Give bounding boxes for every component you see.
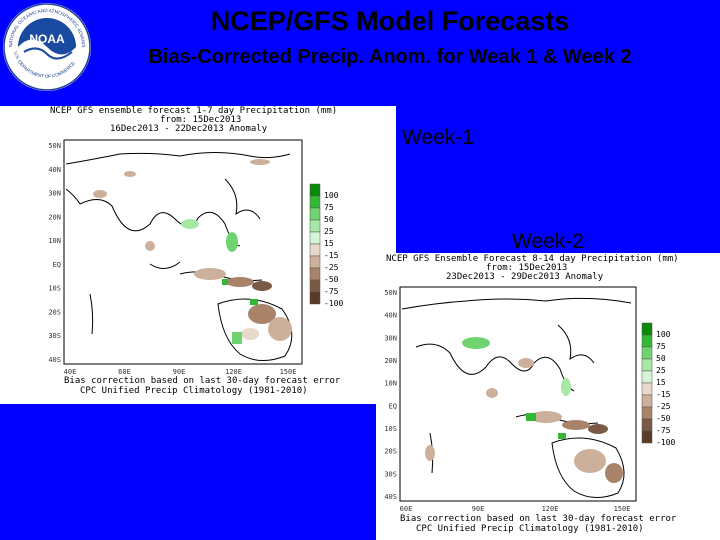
lon-tick-label: 120E: [225, 368, 242, 374]
week2-map-panel: NCEP GFS Ensemble Forecast 8-14 day Prec…: [376, 253, 720, 540]
week1-lat-ticks: 50N 40N 30N 20N 10N EQ 10S 20S 30S 40S: [48, 142, 61, 364]
lat-tick-label: 20N: [384, 357, 397, 365]
lat-tick-label: 20N: [48, 213, 61, 221]
legend-swatch: [309, 195, 321, 209]
legend-swatch: [309, 207, 321, 221]
lat-tick-label: 50N: [48, 142, 61, 150]
legend-swatch: [309, 183, 321, 197]
legend-label: -100: [324, 299, 343, 308]
legend-label: 25: [656, 366, 666, 375]
legend-label: 75: [656, 342, 666, 351]
legend-label: 15: [324, 239, 334, 248]
week2-map-title-1: NCEP GFS Ensemble Forecast 8-14 day Prec…: [386, 254, 679, 264]
week1-footer-1: Bias correction based on last 30-day for…: [64, 376, 341, 386]
lat-tick-label: 40S: [384, 493, 397, 501]
legend-swatch: [309, 231, 321, 245]
lon-tick-label: 90E: [173, 368, 186, 374]
lat-tick-label: 20S: [48, 308, 61, 316]
legend-swatch: [641, 382, 653, 396]
legend-label: -25: [656, 402, 671, 411]
lon-tick-label: 150E: [280, 368, 297, 374]
week1-map-title-2: from: 15Dec2013: [160, 115, 242, 125]
legend-swatch: [309, 255, 321, 269]
lat-tick-label: EQ: [389, 402, 397, 410]
page-title: NCEP/GFS Model Forecasts: [210, 6, 570, 36]
legend-swatch: [309, 267, 321, 281]
week1-legend: 100 75 50 25 15 -15 -25 -50 -75 -100: [309, 183, 343, 308]
noaa-logo: NOAA NATIONAL OCEANIC AND ATMOSPHERIC AD…: [2, 2, 91, 91]
lat-tick-label: 10S: [48, 285, 61, 293]
legend-label: -25: [324, 263, 339, 272]
legend-swatch: [641, 334, 653, 348]
legend-label: 100: [324, 191, 339, 200]
week2-footer-1: Bias correction based on last 30-day for…: [400, 514, 677, 524]
legend-swatch: [309, 279, 321, 293]
week1-label: Week-1: [402, 126, 474, 149]
legend-label: -15: [324, 251, 339, 260]
week2-label: Week-2: [512, 230, 584, 253]
week1-map-panel: NCEP GFS ensemble forecast 1-7 day Preci…: [0, 106, 396, 404]
lon-tick-label: 120E: [542, 505, 559, 511]
week2-map-title-2: from: 15Dec2013: [486, 263, 568, 273]
week1-map-title-1: NCEP GFS ensemble forecast 1-7 day Preci…: [50, 106, 338, 116]
legend-label: 50: [324, 215, 334, 224]
week2-legend: 100 75 50 25 15 -15 -25 -50 -75 -100: [641, 322, 675, 447]
lat-tick-label: 30N: [384, 334, 397, 342]
week2-map: 50N 40N 30N 20N 10N EQ 10S 20S 30S 40S 60E 90E 120E…: [384, 286, 675, 511]
week1-lon-ticks: 40E 60E 90E 120E 150E: [64, 368, 297, 374]
legend-label: 25: [324, 227, 334, 236]
legend-swatch: [641, 418, 653, 432]
legend-label: -75: [324, 287, 339, 296]
lat-tick-label: 10S: [384, 425, 397, 433]
page-subtitle: Bias-Corrected Precip. Anom. for Weak 1 …: [148, 46, 632, 68]
legend-label: -50: [324, 275, 339, 284]
legend-swatch: [641, 394, 653, 408]
lon-tick-label: 60E: [400, 505, 413, 511]
legend-swatch: [641, 406, 653, 420]
lat-tick-label: 10N: [48, 237, 61, 245]
lat-tick-label: 40N: [48, 166, 61, 174]
lat-tick-label: 30S: [48, 332, 61, 340]
week2-map-title-3: 23Dec2013 - 29Dec2013 Anomaly: [446, 272, 604, 282]
lat-tick-label: 40S: [48, 356, 61, 364]
legend-label: 15: [656, 378, 666, 387]
week2-lat-ticks: 50N 40N 30N 20N 10N EQ 10S 20S 30S 40S: [384, 289, 397, 501]
lon-tick-label: 150E: [614, 505, 631, 511]
legend-label: -75: [656, 426, 671, 435]
lat-tick-label: 10N: [384, 380, 397, 388]
week2-footer-2: CPC Unified Precip Climatology (1981-201…: [416, 524, 644, 534]
legend-label: -100: [656, 438, 675, 447]
legend-swatch: [641, 370, 653, 384]
legend-swatch: [309, 243, 321, 257]
lat-tick-label: 50N: [384, 289, 397, 297]
legend-swatch: [641, 358, 653, 372]
week1-footer-2: CPC Unified Precip Climatology (1981-201…: [80, 386, 308, 396]
lat-tick-label: 40N: [384, 312, 397, 320]
legend-swatch: [641, 346, 653, 360]
legend-swatch: [309, 219, 321, 233]
legend-label: 50: [656, 354, 666, 363]
legend-label: -15: [656, 390, 671, 399]
lat-tick-label: 30N: [48, 190, 61, 198]
lon-tick-label: 60E: [118, 368, 131, 374]
lat-tick-label: EQ: [53, 261, 61, 269]
lat-tick-label: 20S: [384, 448, 397, 456]
logo-text: NOAA: [29, 32, 65, 46]
legend-swatch: [641, 430, 653, 444]
legend-swatch: [309, 291, 321, 305]
week1-map: 50N 40N 30N 20N 10N EQ 10S 20S 30S 40S 40E 60E 90E 1…: [48, 139, 343, 374]
week1-map-title-3: 16Dec2013 - 22Dec2013 Anomaly: [110, 124, 268, 134]
week2-lon-ticks: 60E 90E 120E 150E: [400, 505, 631, 511]
legend-label: -50: [656, 414, 671, 423]
lon-tick-label: 40E: [64, 368, 77, 374]
legend-label: 100: [656, 330, 671, 339]
legend-swatch: [641, 322, 653, 336]
legend-label: 75: [324, 203, 334, 212]
lat-tick-label: 30S: [384, 470, 397, 478]
lon-tick-label: 90E: [472, 505, 485, 511]
